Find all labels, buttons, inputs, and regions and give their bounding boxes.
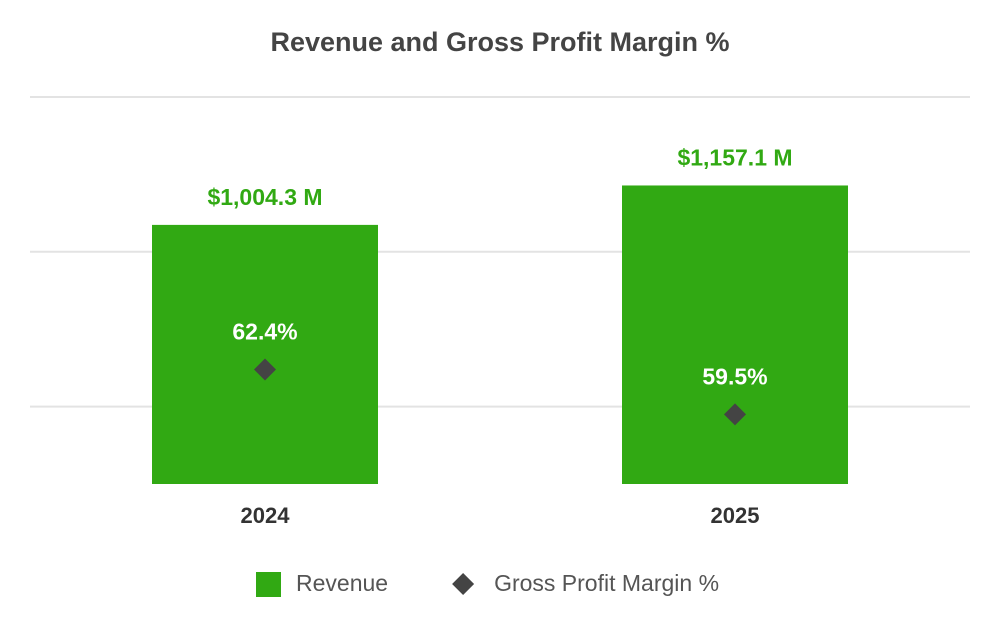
bar [622,185,848,484]
margin-marker [724,403,746,426]
chart-title: Revenue and Gross Profit Margin % [270,27,729,57]
bar-value-label: $1,004.3 M [207,184,322,210]
legend-marker [452,573,475,595]
bar-value-label: $1,157.1 M [677,145,792,171]
legend-label: Revenue [296,570,388,596]
x-tick-label: 2024 [241,503,291,528]
margin-label: 59.5% [702,363,767,389]
x-tick-label: 2025 [711,503,760,528]
margin-label: 62.4% [232,319,297,345]
bar [152,224,378,484]
margin-marker [254,358,276,381]
legend-swatch [256,572,281,597]
legend-label: Gross Profit Margin % [494,570,719,596]
